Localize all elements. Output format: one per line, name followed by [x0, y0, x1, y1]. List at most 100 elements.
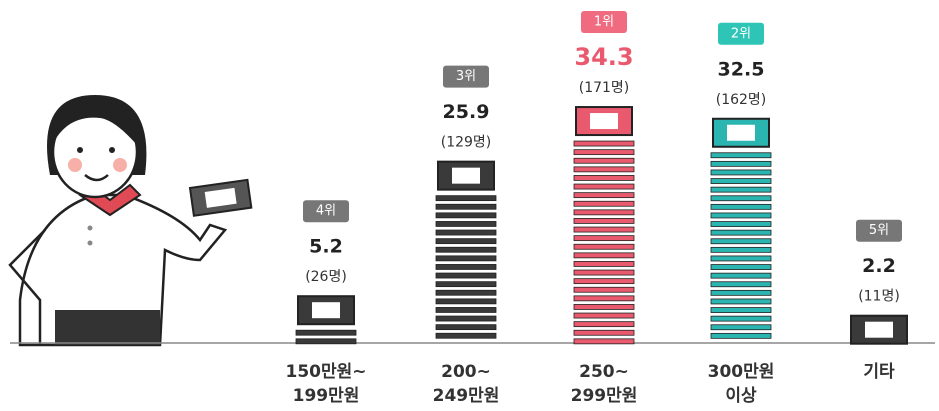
rank-label: 3위	[456, 69, 476, 84]
bill-stripe	[573, 226, 635, 233]
rank-badge	[718, 22, 764, 45]
bill-stripe	[573, 149, 635, 156]
bill-stripe	[573, 175, 635, 181]
bill-stack	[850, 314, 908, 345]
bill-stripe	[710, 160, 772, 167]
bill-stripe	[710, 281, 772, 288]
bill-stripe	[573, 218, 635, 224]
bill-stripe	[710, 315, 772, 322]
x-tick-line: 이상	[725, 386, 757, 406]
bill-stripe	[710, 246, 772, 253]
x-tick-line: 199만원	[293, 386, 360, 406]
x-tick-label: 기타	[863, 362, 895, 382]
bill-stripe	[710, 238, 772, 245]
rank-badge	[856, 219, 902, 242]
x-tick-label: 150만원~ 199만원	[285, 362, 366, 406]
bill-stripe	[710, 169, 772, 176]
bill-stripe	[573, 235, 635, 242]
x-tick-label: 200~ 249만원	[433, 362, 500, 406]
bill-stripe	[435, 307, 497, 313]
rank-label: 1위	[594, 15, 614, 30]
bill-stripe	[435, 264, 497, 270]
value-label: 2.2	[862, 255, 896, 277]
bill	[575, 106, 633, 137]
bill-stripe	[435, 212, 497, 219]
bill-stripe	[435, 315, 497, 322]
bill-stack	[435, 160, 497, 339]
x-tick-line: 기타	[863, 362, 895, 382]
bill-stripe	[573, 286, 635, 293]
bill-stripe	[710, 178, 772, 184]
bill-stripe	[710, 229, 772, 236]
x-tick-line: 150만원~	[285, 362, 366, 382]
x-tick-line: 249만원	[433, 386, 500, 406]
bill-stripe	[710, 203, 772, 210]
bill-stripe	[710, 212, 772, 219]
bill-stripe	[435, 298, 497, 305]
bill-stripe	[435, 272, 497, 279]
bill-stripe	[573, 278, 635, 285]
bill-stripe	[573, 295, 635, 302]
bill-stripe	[710, 307, 772, 313]
bill-stack	[295, 295, 357, 345]
bill-stripe	[435, 281, 497, 288]
bill-center	[312, 302, 340, 319]
bill-stripe	[710, 186, 772, 193]
bill-stripe	[573, 312, 635, 319]
bill-stripe	[710, 298, 772, 305]
count-label: (129명)	[441, 135, 492, 151]
bill-stack	[573, 106, 635, 345]
value-label: 34.3	[574, 43, 633, 71]
bill-stripe	[573, 140, 635, 147]
bill-stripe	[573, 209, 635, 216]
bill-stripe	[710, 221, 772, 227]
bill-stripe	[710, 272, 772, 279]
bill-stripe	[573, 321, 635, 328]
rank-badge	[443, 65, 489, 88]
value-label: 5.2	[309, 236, 343, 258]
x-tick-line: 299만원	[571, 386, 638, 406]
x-tick-label: 250~ 299만원	[571, 362, 638, 406]
bill-center	[590, 113, 618, 130]
bill-stripe	[710, 152, 772, 159]
bill-stripe	[573, 329, 635, 336]
bill-center	[452, 167, 480, 184]
bill-stripe	[710, 195, 772, 202]
bill-stripe	[435, 195, 497, 202]
bill-stripe	[435, 324, 497, 331]
bill-stripe	[295, 329, 357, 336]
bill	[850, 314, 908, 345]
rank-label: 4위	[316, 204, 336, 219]
bill-stripe	[573, 269, 635, 276]
count-label: (162명)	[716, 92, 767, 108]
bill-stripe	[573, 192, 635, 199]
bill-stripe	[435, 238, 497, 245]
count-label: (26명)	[305, 269, 347, 285]
bill-stripe	[573, 243, 635, 250]
bill-stripe	[573, 338, 635, 345]
bill-stack	[710, 117, 772, 339]
rank-label: 5위	[869, 223, 889, 238]
bill-stripe	[710, 255, 772, 262]
bill-stripe	[710, 289, 772, 296]
count-label: (171명)	[579, 80, 630, 96]
x-tick-line: 250~	[579, 362, 629, 382]
bill-stripe	[710, 332, 772, 339]
rank-badge	[303, 200, 349, 223]
bill-stripe	[573, 166, 635, 173]
bill-stripe	[435, 203, 497, 210]
bill-center	[727, 124, 755, 141]
x-tick-line: 300만원	[708, 362, 775, 382]
bill-stripe	[710, 264, 772, 270]
bill-stripe	[573, 157, 635, 164]
bill-stripe	[573, 183, 635, 190]
bill-stripe	[573, 200, 635, 207]
rank-badge	[581, 11, 627, 34]
bill-stripe	[295, 338, 357, 345]
bill-stripe	[573, 304, 635, 310]
bill-stripe	[573, 252, 635, 259]
count-label: (11명)	[858, 289, 900, 305]
bill-center	[865, 321, 893, 338]
